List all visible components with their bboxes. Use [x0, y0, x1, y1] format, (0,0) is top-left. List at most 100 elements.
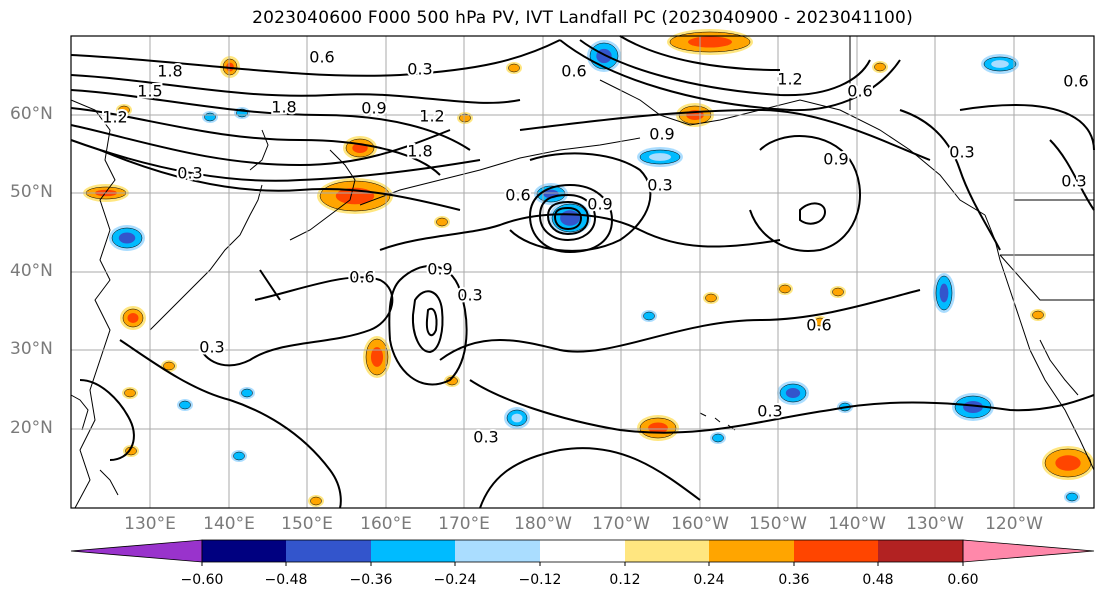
- pc-shading-core: [688, 36, 732, 48]
- coastline: [984, 214, 1095, 471]
- coastline: [70, 99, 116, 509]
- pc-shading-core: [991, 60, 1009, 68]
- coastline: [249, 129, 269, 171]
- pc-shading: [508, 63, 520, 73]
- colorbar-tick-label: 0.24: [693, 572, 725, 588]
- contour-label: 1.5: [137, 82, 162, 101]
- pv-contour-line: [528, 183, 614, 254]
- pv-contour-line: [70, 124, 451, 167]
- lat-label: 50°N: [10, 182, 53, 202]
- contour-label: 0.9: [587, 195, 612, 214]
- contour-label: 0.3: [457, 286, 482, 305]
- pv-contour-line: [509, 152, 652, 252]
- pv-contour-line: [411, 290, 444, 354]
- pv-contour-line: [79, 379, 135, 461]
- pv-contour-line: [388, 265, 468, 386]
- colorbar-tick-label: −0.12: [518, 572, 562, 588]
- pc-shading: [163, 361, 175, 371]
- pv-contour-line: [119, 339, 342, 509]
- pv-contour-line: [70, 74, 521, 104]
- colorbar-segment: [371, 540, 455, 562]
- pv-contour-line: [439, 289, 921, 361]
- pc-shading: [241, 388, 253, 398]
- contour-label: 0.6: [806, 316, 831, 335]
- coastline: [70, 394, 89, 431]
- colorbar-segment: [794, 540, 878, 562]
- contour-label: 0.6: [349, 268, 374, 287]
- pv-contour-line: [70, 139, 481, 182]
- contour-label: 0.3: [199, 338, 224, 357]
- colorbar-segment: [202, 540, 286, 562]
- colorbar-tick-label: −0.24: [433, 572, 477, 588]
- coastline: [289, 149, 356, 241]
- pc-shading: [233, 451, 245, 461]
- pc-shading: [705, 293, 717, 303]
- pc-shading-core: [939, 283, 949, 303]
- pc-shading-core: [963, 400, 983, 414]
- pc-shading: [814, 317, 826, 327]
- contour-label: 0.9: [361, 99, 386, 118]
- pv-contour-line: [1049, 139, 1095, 211]
- gridlines: [71, 36, 1094, 508]
- colorbar-tick-label: −0.60: [180, 572, 224, 588]
- pc-shading: [712, 433, 724, 443]
- contour-label: 0.9: [823, 150, 848, 169]
- lat-label: 60°N: [10, 104, 53, 124]
- lon-label: 160°W: [671, 514, 729, 534]
- lat-label: 40°N: [10, 261, 53, 281]
- pv-contour-line: [199, 276, 394, 367]
- pc-shading-core: [648, 422, 668, 434]
- lat-label: 30°N: [10, 339, 53, 359]
- pc-shading: [310, 496, 322, 506]
- contour-label: 0.6: [1063, 72, 1088, 91]
- pv-contour-line: [379, 213, 781, 251]
- colorbar-tick-label: 0.48: [862, 572, 894, 588]
- chart-title: 2023040600 F000 500 hPa PV, IVT Landfall…: [252, 8, 913, 28]
- pv-contour-line: [70, 107, 441, 176]
- contour-label: 0.3: [407, 60, 432, 79]
- lon-label: 150°W: [749, 514, 807, 534]
- pc-shading-core: [560, 210, 580, 226]
- contour-label: 1.8: [407, 142, 432, 161]
- colorbar-segment: [878, 540, 963, 562]
- pc-shading: [118, 105, 130, 115]
- lon-label: 130°W: [906, 514, 964, 534]
- contour-label: 1.8: [271, 98, 296, 117]
- contour-label: 0.6: [505, 186, 530, 205]
- pc-shading-core: [511, 413, 523, 423]
- contour-label: 0.9: [649, 125, 674, 144]
- pc-shading: [874, 62, 886, 72]
- pv-contour-line: [479, 447, 701, 509]
- pv-contour-line: [619, 35, 781, 71]
- contour-label: 0.3: [757, 402, 782, 421]
- pv-contour-line: [538, 193, 597, 242]
- pv-contour-line: [70, 39, 561, 77]
- pv-contour-line: [469, 379, 1095, 434]
- pc-shading: [1066, 492, 1078, 502]
- coastline: [714, 417, 721, 423]
- colorbar-extend-high: [962, 539, 1095, 563]
- colorbar-segment: [540, 540, 625, 562]
- colorbar: [70, 539, 1095, 566]
- map-frame: [70, 35, 1095, 509]
- pc-shading: [1032, 310, 1044, 320]
- pc-shading: [179, 400, 191, 410]
- contour-label: 0.6: [309, 48, 334, 67]
- contour-label: 0.3: [1061, 172, 1086, 191]
- colorbar-tick-label: 0.60: [947, 572, 979, 588]
- lon-label: 140°W: [828, 514, 886, 534]
- pv-contour-line: [519, 108, 931, 161]
- contour-label: 0.9: [427, 260, 452, 279]
- pc-shading-core: [127, 313, 139, 323]
- pv-contours: [70, 35, 1095, 509]
- colorbar-segment: [709, 540, 794, 562]
- contour-label-layer: 0.60.31.81.51.21.8 1.21.80.30.90.60.30.90…: [100, 46, 1090, 449]
- pv-contour-line: [559, 39, 901, 112]
- lon-label: 140°E: [203, 514, 255, 534]
- lon-label: 120°W: [985, 514, 1043, 534]
- pv-contour-line: [546, 200, 590, 236]
- contour-label: 0.6: [847, 82, 872, 101]
- coastline: [699, 412, 707, 417]
- lon-label: 130°E: [124, 514, 176, 534]
